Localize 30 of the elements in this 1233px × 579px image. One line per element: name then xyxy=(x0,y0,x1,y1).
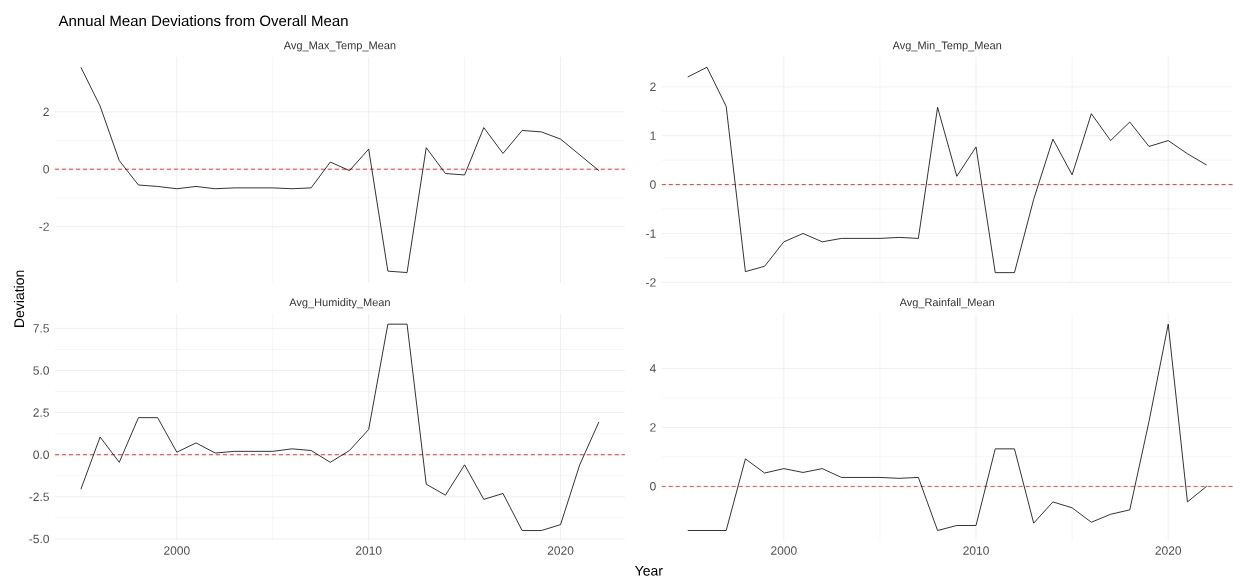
y-tick-label: -2.5 xyxy=(29,492,49,502)
y-tick-label: 7.5 xyxy=(33,324,49,333)
y-tick-label: 0 xyxy=(650,482,656,491)
y-tick-label: -5.0 xyxy=(29,534,49,544)
y-tick-label: 2 xyxy=(650,82,656,91)
text: Annual Mean Deviations from Overall Mean xyxy=(58,15,348,27)
y-axis-title: Deviation xyxy=(13,270,25,327)
chart-title: Avg_Max_Temp_Mean xyxy=(283,41,396,52)
x-axis-title: Year xyxy=(634,565,663,576)
y-tick-label: 0.0 xyxy=(33,450,49,459)
chart-title: Avg_Min_Temp_Mean xyxy=(892,41,1002,52)
y-tick-label: 2 xyxy=(43,107,49,116)
x-tick-label: 2000 xyxy=(164,546,190,555)
y-tick-label: 2 xyxy=(650,423,656,432)
x-tick-label: 2010 xyxy=(963,546,989,555)
chart-title: Avg_Rainfall_Mean xyxy=(899,298,995,309)
y-tick-label: 2.5 xyxy=(33,408,49,417)
y-tick-label: 0 xyxy=(650,180,656,189)
y-tick-label: -2 xyxy=(39,222,49,231)
x-tick-label: 2000 xyxy=(771,546,797,555)
x-tick-label: 2020 xyxy=(1155,546,1182,555)
y-tick-label: 4 xyxy=(649,364,656,373)
y-tick-label: -2 xyxy=(646,278,656,287)
x-tick-label: 2010 xyxy=(355,546,382,555)
x-tick-label: 2020 xyxy=(547,546,574,555)
y-tick-label: 1 xyxy=(650,131,656,140)
y-tick-label: 5.0 xyxy=(33,366,49,375)
y-tick-label: 0 xyxy=(43,164,49,174)
y-tick-label: -1 xyxy=(646,229,656,238)
chart-title: Avg_Humidity_Mean xyxy=(289,298,390,309)
